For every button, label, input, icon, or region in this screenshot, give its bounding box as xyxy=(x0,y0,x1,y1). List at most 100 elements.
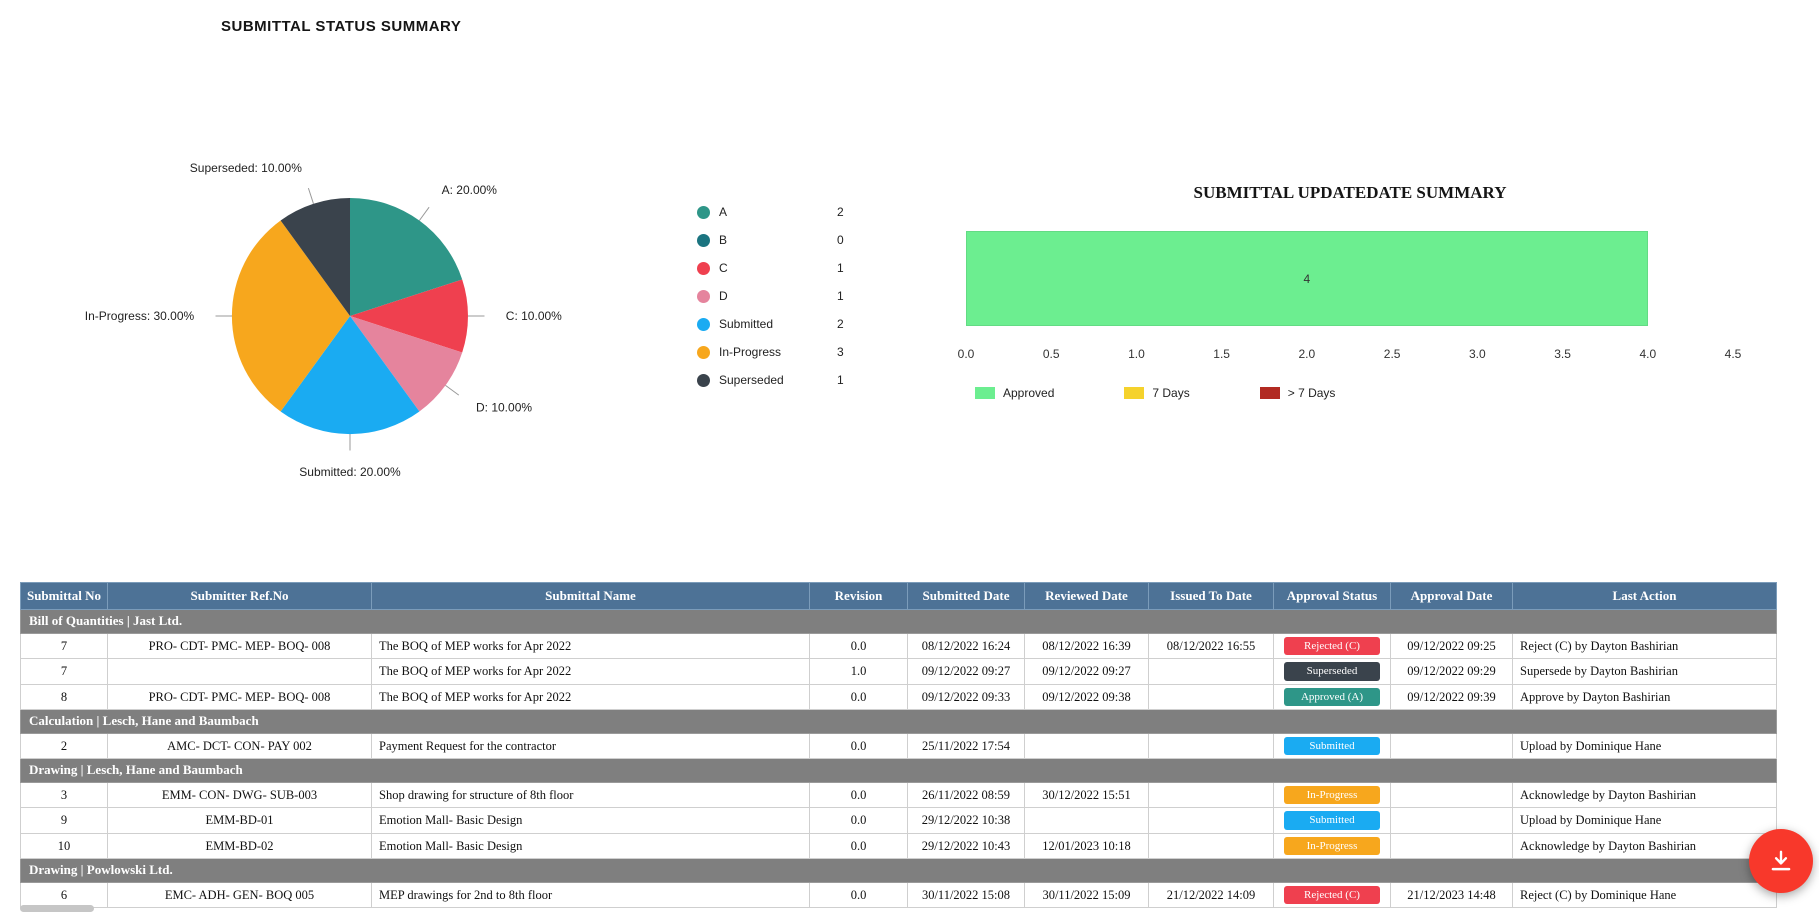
table-cell: 2 xyxy=(20,732,108,760)
table-cell xyxy=(1148,807,1274,834)
download-fab-button[interactable] xyxy=(1749,829,1813,893)
x-tick-label: 2.5 xyxy=(1383,347,1401,361)
table-cell: Supersede by Dayton Bashirian xyxy=(1512,658,1777,685)
pie-slice-label: D: 10.00% xyxy=(476,401,532,415)
horizontal-scrollbar-thumb[interactable] xyxy=(20,905,94,912)
legend-item-in-progress[interactable]: In-Progress 3 xyxy=(697,338,844,366)
table-cell: 7 xyxy=(20,658,108,685)
table-cell: 0.0 xyxy=(809,782,908,809)
table-cell: 09/12/2022 09:39 xyxy=(1390,683,1513,711)
table-cell: The BOQ of MEP works for Apr 2022 xyxy=(371,633,810,660)
table-cell: EMM-BD-02 xyxy=(107,832,372,860)
table-cell: EMM- CON- DWG- SUB-003 xyxy=(107,782,372,809)
legend-swatch xyxy=(697,205,710,219)
pie-slice-label: Superseded: 10.00% xyxy=(190,161,302,175)
legend-count: 1 xyxy=(837,289,844,303)
bar-legend-swatch xyxy=(1259,387,1280,399)
bar-approved[interactable]: 4 xyxy=(966,231,1648,326)
table-cell xyxy=(1148,732,1274,760)
table-cell: 3 xyxy=(20,782,108,809)
table-cell: 30/11/2022 15:08 xyxy=(907,881,1025,909)
table-cell: 09/12/2022 09:27 xyxy=(907,658,1025,685)
legend-label: In-Progress xyxy=(719,345,782,359)
pie-slice-c[interactable] xyxy=(350,279,468,353)
table-row: 8 PRO- CDT- PMC- MEP- BOQ- 008 The BOQ of … xyxy=(20,683,1777,711)
pie-slice-in-progress[interactable] xyxy=(231,220,350,412)
table-cell: 0.0 xyxy=(809,683,908,711)
table-cell: Payment Request for the contractor xyxy=(371,732,810,760)
table-header-cell: Submitted Date xyxy=(907,581,1025,611)
bar-chart-title: SUBMITTAL UPDATEDATE SUMMARY xyxy=(1193,183,1507,202)
table-cell xyxy=(1390,732,1513,760)
status-badge: Approved (A) xyxy=(1284,687,1380,707)
table-cell: 0.0 xyxy=(809,807,908,834)
table-cell: In-Progress xyxy=(1273,782,1391,809)
pie-slice-submitted[interactable] xyxy=(280,316,420,435)
table-cell: 09/12/2022 09:25 xyxy=(1390,633,1513,660)
table-cell: 29/12/2022 10:43 xyxy=(907,832,1025,860)
legend-label: Submitted xyxy=(719,317,774,331)
legend-count: 3 xyxy=(837,345,844,359)
table-cell: 21/12/2022 14:09 xyxy=(1148,881,1274,909)
status-badge: Superseded xyxy=(1284,662,1380,681)
legend-swatch xyxy=(697,289,710,303)
pie-label-leader-line xyxy=(418,206,430,221)
table-cell: Acknowledge by Dayton Bashirian xyxy=(1512,782,1777,809)
table-cell: Rejected (C) xyxy=(1273,633,1391,660)
pie-slice-superseded[interactable] xyxy=(280,197,350,316)
table-cell: In-Progress xyxy=(1273,832,1391,860)
bar-legend-item[interactable]: > 7 Days xyxy=(1259,386,1335,400)
table-cell: PRO- CDT- PMC- MEP- BOQ- 008 xyxy=(107,683,372,711)
group-row: Drawing | Powlowski Ltd. xyxy=(20,858,1777,883)
table-cell: EMC- ADH- GEN- BOQ 005 xyxy=(107,881,372,909)
legend-item-superseded[interactable]: Superseded 1 xyxy=(697,366,844,394)
table-cell: PRO- CDT- PMC- MEP- BOQ- 008 xyxy=(107,633,372,660)
x-tick-label: 4.5 xyxy=(1724,347,1742,361)
table-header-cell: Approval Status xyxy=(1273,581,1391,611)
table-cell xyxy=(1148,658,1274,685)
table-row: 7 PRO- CDT- PMC- MEP- BOQ- 008 The BOQ of … xyxy=(20,633,1777,660)
legend-item-submitted[interactable]: Submitted 2 xyxy=(697,310,844,338)
table-cell: 09/12/2022 09:33 xyxy=(907,683,1025,711)
table-cell: Shop drawing for structure of 8th floor xyxy=(371,782,810,809)
legend-label: Superseded xyxy=(719,373,784,387)
x-tick-label: 1.5 xyxy=(1213,347,1230,361)
status-badge: Rejected (C) xyxy=(1284,885,1380,905)
table-row: 9 EMM-BD-01 Emotion Mall- Basic Design 0.0 2… xyxy=(20,807,1777,834)
table-cell: Rejected (C) xyxy=(1273,881,1391,909)
table-cell: 25/11/2022 17:54 xyxy=(907,732,1025,760)
legend-swatch xyxy=(697,261,710,275)
bar-legend-item[interactable]: Approved xyxy=(975,386,1054,400)
pie-slice-a[interactable] xyxy=(350,198,463,316)
bar-legend-swatch xyxy=(975,387,995,399)
pie-slice-label: Submitted: 20.00% xyxy=(299,465,401,479)
table-row: 3 EMM- CON- DWG- SUB-003 Shop drawing for … xyxy=(20,782,1777,809)
table-cell: Reject (C) by Dayton Bashirian xyxy=(1512,633,1777,660)
pie-slice-d[interactable] xyxy=(350,316,463,412)
table-cell xyxy=(107,658,372,685)
table-cell: 7 xyxy=(20,633,108,660)
legend-label: B xyxy=(719,233,728,247)
table-header-cell: Submitter Ref.No xyxy=(107,581,372,611)
download-icon xyxy=(1768,848,1794,874)
pie-chart: A: 20.00% C: 10.00% D: 10.00% Submitted: 20… xyxy=(85,161,562,479)
table-cell: EMM-BD-01 xyxy=(107,807,372,834)
status-badge: Submitted xyxy=(1284,736,1380,756)
table-cell: Upload by Dominique Hane xyxy=(1512,807,1777,834)
table-cell: The BOQ of MEP works for Apr 2022 xyxy=(371,683,810,711)
table-cell: 09/12/2022 09:38 xyxy=(1024,683,1149,711)
table-cell: 0.0 xyxy=(809,732,908,760)
legend-count: 2 xyxy=(837,205,844,219)
pie-chart-area: A: 20.00% C: 10.00% D: 10.00% Submitted: 20… xyxy=(70,146,630,490)
submittal-table: Submittal No Submitter Ref.No Submittal Na… xyxy=(20,581,1777,909)
table-row: 2 AMC- DCT- CON- PAY 002 Payment Request f… xyxy=(20,732,1777,760)
bar-legend-item[interactable]: 7 Days xyxy=(1124,386,1190,400)
bar-value-label: 4 xyxy=(1303,271,1311,286)
table-cell: 09/12/2022 09:29 xyxy=(1390,658,1513,685)
status-badge: Submitted xyxy=(1284,811,1380,830)
